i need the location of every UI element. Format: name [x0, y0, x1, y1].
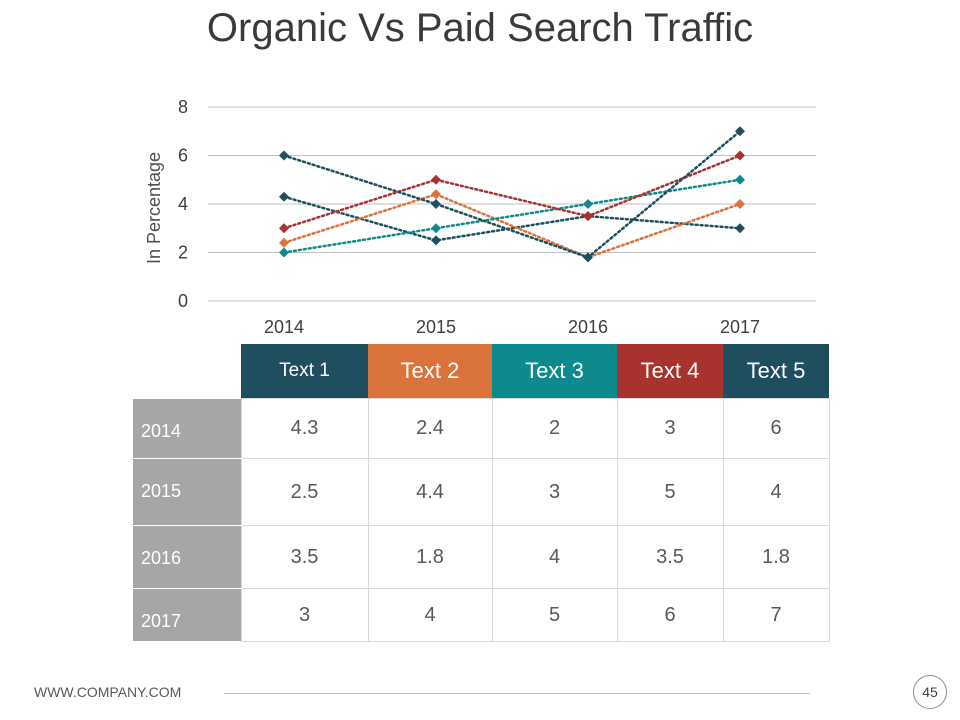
- table-row-header: 2014: [133, 398, 241, 459]
- series-line: [282, 154, 742, 230]
- table-cell: 4: [722, 458, 830, 526]
- table-cell: 1.8: [722, 525, 830, 589]
- data-point: [431, 223, 441, 234]
- data-point: [431, 199, 441, 209]
- table-header-cell: Text 5: [723, 344, 829, 399]
- table-row-header: 2017: [133, 588, 241, 642]
- table-row: 2015 2.5 4.4 3 5 4: [133, 458, 830, 526]
- table-row-header: 2016: [133, 525, 241, 589]
- line-chart: In Percentage 0 2 4 6 8 2014 2015 2016 2017: [144, 97, 816, 337]
- x-tick-label: 2017: [720, 317, 760, 337]
- data-point: [735, 199, 745, 209]
- data-point: [735, 223, 745, 234]
- footer-divider: [224, 693, 810, 694]
- data-point: [583, 252, 593, 263]
- series-line: [282, 192, 742, 259]
- table-cell: 6: [722, 398, 830, 459]
- table-cell: 3: [240, 588, 369, 642]
- data-table: Text 1 Text 2 Text 3 Text 4 Text 5 2014 4.3 2.…: [133, 344, 830, 642]
- data-point: [735, 126, 745, 137]
- y-axis-label: In Percentage: [144, 152, 164, 264]
- table-cell: 7: [722, 588, 830, 642]
- table-corner: [133, 344, 241, 399]
- data-point: [279, 150, 289, 161]
- series-line: [282, 178, 742, 254]
- table-header-row: Text 1 Text 2 Text 3 Text 4 Text 5: [133, 344, 829, 399]
- y-tick-label: 0: [178, 291, 188, 311]
- data-point: [431, 235, 441, 246]
- x-tick-labels: 2014 2015 2016 2017: [264, 317, 760, 337]
- y-tick-label: 4: [178, 194, 188, 214]
- x-tick-label: 2014: [264, 317, 304, 337]
- x-tick-label: 2016: [568, 317, 608, 337]
- page-number: 45: [913, 675, 947, 709]
- table-cell: 2.5: [240, 458, 369, 526]
- data-point: [431, 189, 441, 200]
- table-cell: 4.3: [240, 398, 369, 459]
- series-line: [282, 195, 742, 242]
- data-point: [735, 174, 745, 185]
- table-body: 2014 4.3 2.4 2 3 6 2015 2.5 4.4 3 5 4 2016 3.5 1.8 4 3.5…: [133, 398, 830, 642]
- footer-url: WWW.COMPANY.COM: [34, 684, 182, 700]
- table-cell: 4.4: [367, 458, 493, 526]
- data-point: [279, 191, 289, 202]
- y-tick-labels: 0 2 4 6 8: [178, 97, 188, 311]
- table-cell: 1.8: [367, 525, 493, 589]
- table-cell: 3: [491, 458, 618, 526]
- table-cell: 5: [616, 458, 724, 526]
- table-row-header: 2015: [133, 458, 241, 526]
- table-cell: 4: [491, 525, 618, 589]
- table-cell: 4: [367, 588, 493, 642]
- data-point: [583, 211, 593, 222]
- data-point: [431, 174, 441, 185]
- table-cell: 3.5: [616, 525, 724, 589]
- series-line: [282, 130, 742, 259]
- series-4: [279, 150, 745, 234]
- series-3: [279, 174, 745, 258]
- table-cell: 5: [491, 588, 618, 642]
- table-cell: 3: [616, 398, 724, 459]
- data-point: [735, 150, 745, 161]
- table-cell: 2.4: [367, 398, 493, 459]
- data-point: [583, 199, 593, 209]
- table-row: 2014 4.3 2.4 2 3 6: [133, 398, 830, 459]
- y-tick-label: 6: [178, 146, 188, 166]
- series-1: [279, 191, 745, 246]
- data-point: [279, 237, 289, 248]
- chart-series: [279, 126, 745, 263]
- page-title: Organic Vs Paid Search Traffic: [206, 6, 754, 50]
- series-5: [279, 126, 745, 263]
- data-point: [279, 247, 289, 258]
- table-header-cell: Text 1: [241, 344, 368, 399]
- y-tick-label: 8: [178, 97, 188, 117]
- table-header-cell: Text 2: [368, 344, 492, 399]
- data-point: [279, 223, 289, 234]
- table-row: 2017 3 4 5 6 7: [133, 588, 830, 642]
- table-row: 2016 3.5 1.8 4 3.5 1.8: [133, 525, 830, 589]
- table-cell: 6: [616, 588, 724, 642]
- series-2: [279, 189, 745, 263]
- table-cell: 2: [491, 398, 618, 459]
- chart-grid: [208, 106, 816, 302]
- table-header-cell: Text 4: [617, 344, 723, 399]
- table-cell: 3.5: [240, 525, 369, 589]
- x-tick-label: 2015: [416, 317, 456, 337]
- table-header-cell: Text 3: [492, 344, 617, 399]
- y-tick-label: 2: [178, 243, 188, 263]
